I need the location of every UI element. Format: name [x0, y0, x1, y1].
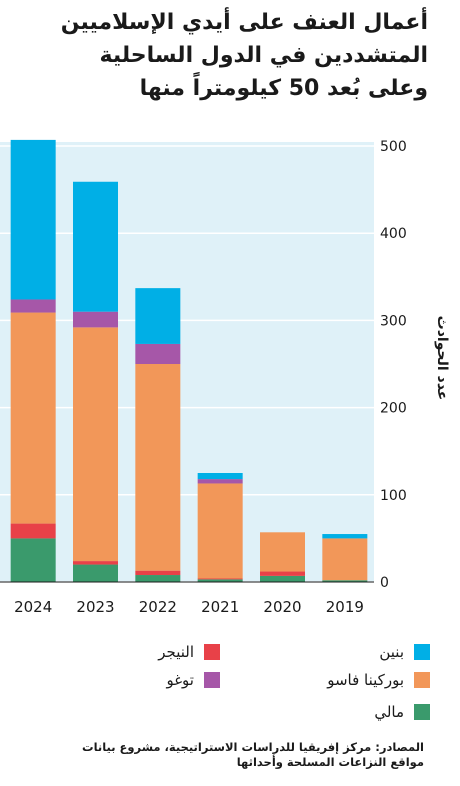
- source-line-1: المصادر: مركز إفريقيا للدراسات الاستراتي…: [82, 740, 424, 754]
- x-tick-label-2022: 2022: [139, 598, 177, 616]
- legend-swatch-burkina-faso: [414, 672, 430, 688]
- bar-segment-2024: [10, 523, 56, 539]
- x-tick-label-2020: 2020: [263, 598, 301, 616]
- x-tick-label-2023: 2023: [76, 598, 114, 616]
- legend-label-mali: مالي: [374, 703, 404, 721]
- bar-segment-2023: [73, 561, 118, 565]
- y-tick-label: 0: [380, 575, 389, 591]
- legend-item-niger: النيجر: [158, 640, 220, 664]
- legend-label-togo: توغو: [166, 671, 194, 689]
- x-tick-label-2019: 2019: [326, 598, 364, 616]
- x-tick-label-2021: 2021: [201, 598, 239, 616]
- y-tick-label: 200: [380, 401, 407, 417]
- legend-swatch-togo: [204, 672, 220, 688]
- bar-segment-2020: [260, 571, 305, 576]
- bar-segment-2021: [197, 578, 243, 580]
- legend-swatch-mali: [414, 704, 430, 720]
- legend-item-benin: بنين: [379, 640, 430, 664]
- legend-label-benin: بنين: [379, 643, 404, 661]
- y-axis-label: عدد الحوادث: [434, 316, 450, 401]
- title-line-3: وعلى بُعد 50 كيلومتراً منها: [139, 76, 428, 101]
- bar-segment-2019: [322, 538, 368, 581]
- bar-segment-2022: [135, 575, 181, 582]
- source-note: المصادر: مركز إفريقيا للدراسات الاستراتي…: [24, 740, 424, 770]
- bar-segment-2019: [322, 580, 368, 582]
- bar-segment-2021: [197, 579, 243, 582]
- bar-segment-2023: [73, 181, 118, 312]
- bar-segment-2021: [197, 473, 243, 480]
- bar-segment-2020: [260, 575, 305, 582]
- bar-segment-2023: [73, 327, 118, 562]
- bar-segment-2022: [135, 570, 181, 576]
- y-tick-label: 500: [380, 139, 407, 155]
- stacked-bar-chart: 0 100 200 300 400 500 2024 2023 2022 2021 2020 2019…: [0, 139, 450, 616]
- legend-label-niger: النيجر: [158, 643, 194, 661]
- legend-item-burkina-faso: بوركينا فاسو: [327, 668, 430, 692]
- y-tick-label: 100: [380, 488, 407, 504]
- bar-segment-2021: [197, 479, 243, 484]
- bar-segment-2024: [10, 538, 56, 582]
- legend-label-burkina-faso: بوركينا فاسو: [327, 671, 404, 689]
- title-line-2: المتشددين في الدول الساحلية: [99, 43, 429, 68]
- chart-title: أعمال العنف على أيدي الإسلاميين المتشددي…: [18, 6, 428, 105]
- legend-swatch-benin: [414, 644, 430, 660]
- legend-item-mali: مالي: [374, 700, 430, 724]
- legend-swatch-niger: [204, 644, 220, 660]
- bar-segment-2023: [73, 564, 118, 582]
- bar-segment-2024: [10, 312, 56, 524]
- bar-segment-2021: [197, 483, 243, 579]
- legend-item-togo: توغو: [166, 668, 220, 692]
- bar-segment-2022: [135, 343, 181, 364]
- bar-segment-2020: [260, 532, 305, 572]
- y-tick-label: 300: [380, 313, 407, 329]
- bar-segment-2023: [73, 311, 118, 328]
- bar-segment-2024: [10, 139, 56, 300]
- plot-background: [0, 142, 374, 582]
- bar-segment-2022: [135, 288, 181, 344]
- y-tick-label: 400: [380, 226, 407, 242]
- bar-segment-2024: [10, 299, 56, 313]
- bar-segment-2022: [135, 364, 181, 571]
- bar-segment-2019: [322, 534, 368, 539]
- title-line-1: أعمال العنف على أيدي الإسلاميين: [60, 10, 428, 35]
- x-tick-label-2024: 2024: [14, 598, 52, 616]
- source-line-2: مواقع النزاعات المسلحة وأحداثها: [236, 755, 424, 769]
